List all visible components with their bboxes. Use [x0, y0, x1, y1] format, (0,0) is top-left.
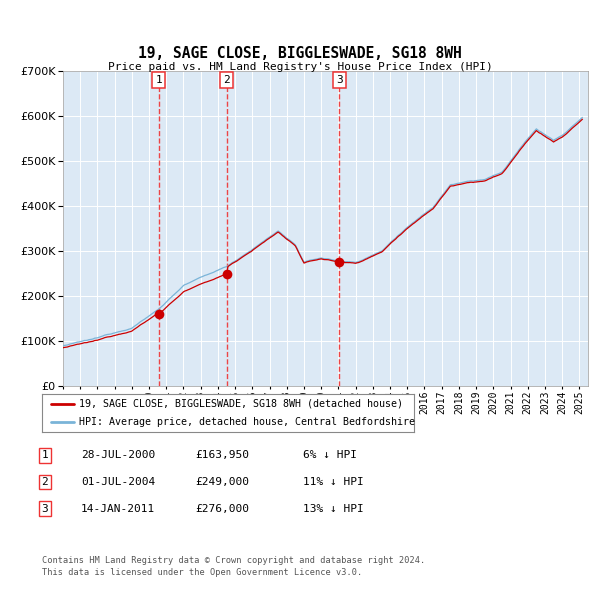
Text: 2: 2 [41, 477, 49, 487]
Text: HPI: Average price, detached house, Central Bedfordshire: HPI: Average price, detached house, Cent… [79, 417, 415, 427]
Text: 1: 1 [155, 75, 162, 85]
Text: 19, SAGE CLOSE, BIGGLESWADE, SG18 8WH (detached house): 19, SAGE CLOSE, BIGGLESWADE, SG18 8WH (d… [79, 399, 403, 409]
Text: 3: 3 [41, 504, 49, 513]
Text: This data is licensed under the Open Government Licence v3.0.: This data is licensed under the Open Gov… [42, 568, 362, 577]
Text: 2: 2 [223, 75, 230, 85]
Text: £249,000: £249,000 [195, 477, 249, 487]
Text: 19, SAGE CLOSE, BIGGLESWADE, SG18 8WH: 19, SAGE CLOSE, BIGGLESWADE, SG18 8WH [138, 46, 462, 61]
Text: 14-JAN-2011: 14-JAN-2011 [81, 504, 155, 513]
Text: 28-JUL-2000: 28-JUL-2000 [81, 451, 155, 460]
Text: Price paid vs. HM Land Registry's House Price Index (HPI): Price paid vs. HM Land Registry's House … [107, 62, 493, 72]
Text: 3: 3 [336, 75, 343, 85]
Text: 1: 1 [41, 451, 49, 460]
Text: £276,000: £276,000 [195, 504, 249, 513]
Text: 13% ↓ HPI: 13% ↓ HPI [303, 504, 364, 513]
Text: 01-JUL-2004: 01-JUL-2004 [81, 477, 155, 487]
Text: Contains HM Land Registry data © Crown copyright and database right 2024.: Contains HM Land Registry data © Crown c… [42, 556, 425, 565]
Text: £163,950: £163,950 [195, 451, 249, 460]
Text: 11% ↓ HPI: 11% ↓ HPI [303, 477, 364, 487]
Text: 6% ↓ HPI: 6% ↓ HPI [303, 451, 357, 460]
